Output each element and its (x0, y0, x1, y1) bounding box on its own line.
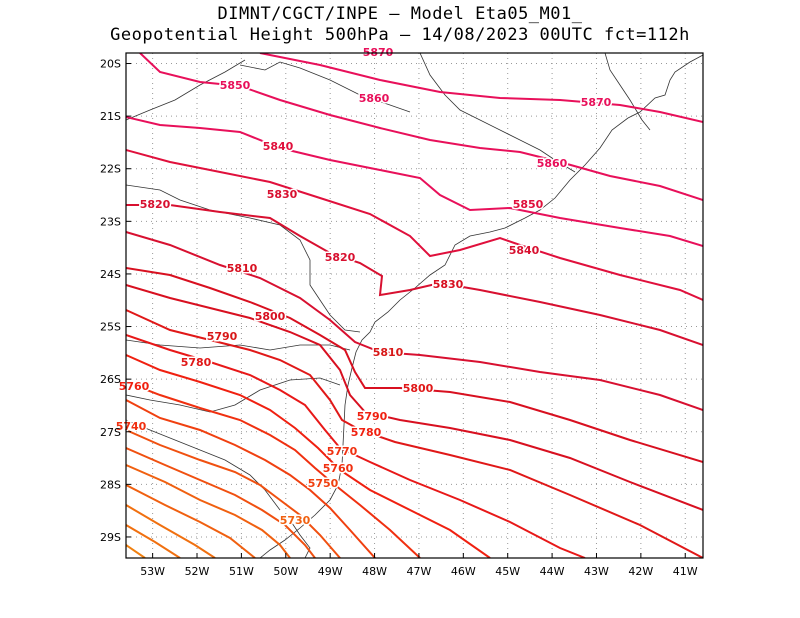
lon-label: 41W (673, 565, 698, 578)
contour-label: 5810 (227, 262, 258, 275)
lat-label: 24S (100, 268, 121, 281)
lon-label: 47W (407, 565, 432, 578)
lat-label: 28S (100, 478, 121, 491)
contour-5770 (126, 354, 491, 558)
contour-5810 (126, 267, 703, 463)
contour-label: 5820 (325, 251, 356, 264)
contour-5840 (126, 149, 703, 301)
border-ms (126, 59, 246, 121)
title-line-2: Geopotential Height 500hPa – 14/08/2023 … (110, 25, 690, 45)
lon-label: 50W (273, 565, 298, 578)
border-sp-mg (419, 53, 576, 173)
lon-label: 46W (451, 565, 476, 578)
contour-label: 5860 (537, 157, 568, 170)
lon-label: 49W (318, 565, 343, 578)
contour-label: 5830 (267, 188, 298, 201)
contour-label: 5840 (263, 140, 294, 153)
contour-label: 5790 (357, 410, 388, 423)
contour-5820 (126, 231, 703, 411)
contour-label: 5800 (403, 382, 434, 395)
contour-label: 5750 (308, 477, 339, 490)
contour-label: 5870 (581, 96, 612, 109)
lon-label: 45W (495, 565, 520, 578)
contour-lines (126, 53, 703, 558)
lat-label: 21S (100, 110, 121, 123)
contour-5735 (126, 447, 316, 558)
lon-label: 42W (628, 565, 653, 578)
contour-labels: 5870587058505860586058405850583058405820… (114, 45, 613, 529)
contour-5850 (126, 116, 703, 247)
lon-label: 43W (584, 565, 609, 578)
border-mg-es (604, 53, 651, 131)
contour-label: 5780 (181, 356, 212, 369)
contour-label: 5830 (433, 278, 464, 291)
contour-5760 (126, 381, 421, 558)
contour-label: 5790 (207, 330, 238, 343)
lat-label: 25S (100, 321, 121, 334)
border-pr (126, 184, 361, 333)
lon-label: 51W (229, 565, 254, 578)
contour-5780 (126, 334, 586, 558)
lon-label: 53W (140, 565, 165, 578)
contour-label: 5810 (373, 346, 404, 359)
contour-label: 5780 (351, 426, 382, 439)
lon-label: 48W (362, 565, 387, 578)
contour-label: 5840 (509, 244, 540, 257)
contour-label: 5770 (327, 445, 358, 458)
contour-label: 5760 (323, 462, 354, 475)
contour-label: 5730 (280, 514, 311, 527)
contour-label: 5850 (513, 198, 544, 211)
lat-label: 27S (100, 426, 121, 439)
contour-5715 (126, 524, 181, 558)
contour-label: 5800 (255, 310, 286, 323)
lat-label: 20S (100, 58, 121, 71)
border-pr-sc (126, 339, 351, 351)
contour-5830 (126, 204, 703, 346)
lon-label: 44W (540, 565, 565, 578)
lat-label: 22S (100, 163, 121, 176)
contour-label: 5740 (116, 420, 147, 433)
border-ms-sp (239, 61, 411, 113)
lat-label: 29S (100, 531, 121, 544)
lon-label: 52W (185, 565, 210, 578)
axes: 20S 21S 22S 23S 24S 25S 26S 27S 28S 29S 53W 52W 51W 5… (100, 58, 698, 578)
title-line-1: DIMNT/CGCT/INPE – Model Eta05_M01_ (217, 4, 583, 24)
contour-5740 (126, 429, 341, 558)
contour-label: 5850 (220, 79, 251, 92)
contour-label: 5820 (140, 198, 171, 211)
contour-5725 (126, 484, 256, 558)
lat-label: 23S (100, 215, 121, 228)
lat-label: 26S (100, 373, 121, 386)
contour-5730 (126, 464, 291, 558)
contour-label: 5860 (359, 92, 390, 105)
graticule (126, 53, 703, 558)
contour-5710 (126, 544, 146, 558)
contour-5800 (126, 284, 703, 511)
coastline-borders (126, 53, 703, 558)
coastline (259, 54, 703, 558)
contour-5750 (126, 399, 376, 558)
contour-label: 5760 (119, 380, 150, 393)
contour-5790 (126, 309, 703, 558)
map-frame (125, 52, 704, 559)
contour-5720 (126, 504, 216, 558)
lagoon (289, 519, 311, 558)
contour-5870 (259, 53, 703, 123)
contour-5860 (139, 53, 703, 201)
border-sc-rs (126, 377, 341, 413)
